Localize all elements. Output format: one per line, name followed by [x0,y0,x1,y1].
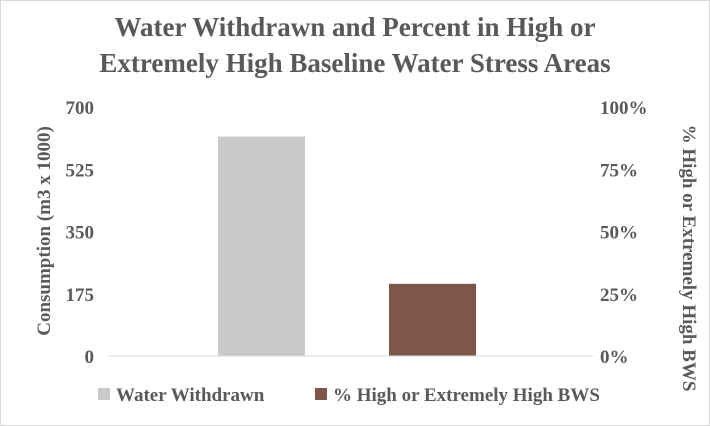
y-tick-label: 350 [66,223,95,244]
y-tick-label: 0 [85,347,95,368]
y2-tick-label: 25% [600,285,638,306]
y-axis-title: Consumption (m3 x 1000) [34,126,55,336]
legend-swatch-pct-high-bws [315,388,327,400]
y-axis-ticks: 0 175 350 525 700 [66,98,95,368]
legend: Water Withdrawn % High or Extremely High… [98,385,600,406]
chart-title-line-2: Extremely High Baseline Water Stress Are… [99,48,610,78]
y2-tick-label: 0% [600,347,629,368]
legend-swatch-water-withdrawn [98,388,110,400]
y2-tick-label: 50% [600,223,638,244]
legend-label-water-withdrawn: Water Withdrawn [116,385,265,406]
bar-pct-high-bws [389,283,476,356]
bar-water-withdrawn [218,136,305,356]
y2-tick-label: 100% [600,98,648,119]
y-tick-label: 525 [66,160,95,181]
y-tick-label: 175 [66,285,95,306]
y2-tick-label: 75% [600,160,638,181]
y2-axis-ticks: 0% 25% 50% 75% 100% [600,98,648,368]
y-tick-label: 700 [66,98,95,119]
bars [218,136,476,356]
y2-axis-title: % High or Extremely High BWS [678,125,699,392]
chart-title-line-1: Water Withdrawn and Percent in High or [114,12,595,42]
legend-label-pct-high-bws: % High or Extremely High BWS [333,385,600,406]
